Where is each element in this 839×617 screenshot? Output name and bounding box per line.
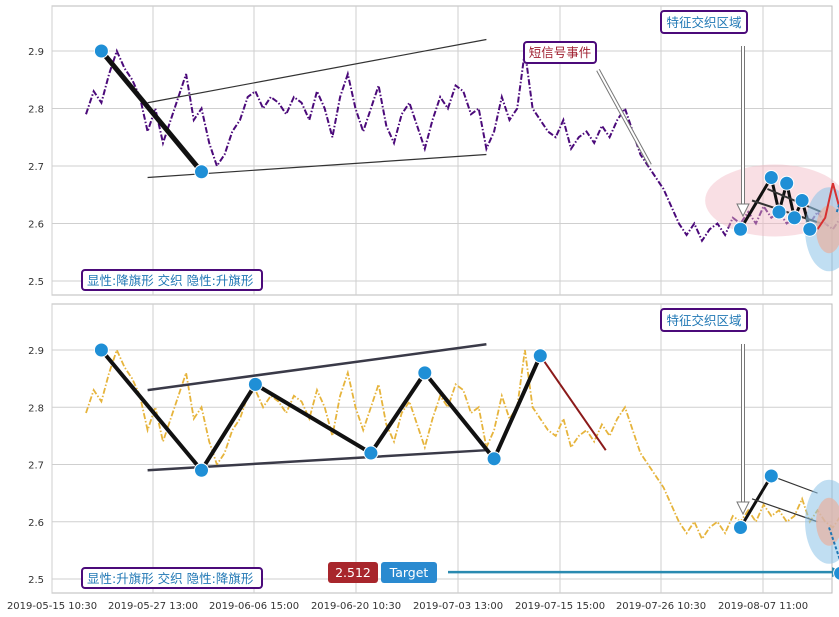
pivot-marker [363,445,379,461]
pivot-marker [417,365,433,381]
pivot-marker [802,221,818,237]
event-annotation-box [523,41,597,64]
pattern-badge-text: 显性:升旗形 交织 隐性:降旗形 [87,571,254,586]
x-tick-label: 2019-07-03 13:00 [413,601,503,612]
interweave-core [816,497,839,546]
region-annotation: 特征交织区域 [666,313,741,328]
zigzag-line [739,475,773,529]
pivot-marker [194,164,209,180]
pattern-badge [81,269,263,291]
x-tick-label: 2019-07-15 15:00 [515,601,605,612]
target-label-badge [381,562,437,583]
y-tick-label: 2.5 [28,575,44,586]
pivot-marker [794,193,810,208]
channel-upper-line [147,343,487,392]
region-annotation-box [660,10,748,34]
pivot-marker [833,565,839,581]
breakout-line [539,355,607,451]
x-tick-label: 2019-06-20 10:30 [311,601,401,612]
y-tick-label: 2.9 [28,47,44,58]
pattern-badge-text: 显性:降旗形 交织 隐性:升旗形 [87,273,254,288]
x-tick-label: 2019-07-26 10:30 [616,601,706,612]
x-tick-label: 2019-06-06 15:00 [209,601,299,612]
target-value: 2.512 [335,565,371,580]
x-tick-label: 2019-05-27 13:00 [108,601,198,612]
pivot-marker [532,348,548,364]
panel-bottom: 2.5 2.6 2.7 2.8 2.9 2.512 Target 2019-05-15 10:… [7,303,839,612]
pivot-marker [486,451,502,467]
pivot-marker [763,170,779,185]
y-tick-label: 2.5 [28,277,44,288]
interweave-core [816,205,839,254]
event-arrow-inner [597,69,651,166]
x-tick-label: 2019-08-07 11:00 [718,601,808,612]
channel-upper-line [147,38,487,104]
x-tick-label: 2019-05-15 10:30 [7,601,97,612]
pivot-marker [93,43,109,59]
annotation-arrow-head [736,203,750,218]
region-annotation: 特征交织区域 [666,15,741,30]
region-annotation-box [660,308,748,332]
flag-line [771,475,818,494]
y-tick-label: 2.7 [28,162,44,173]
pivot-marker [93,342,109,358]
pivot-marker [763,468,779,484]
target-label: Target [389,565,429,580]
pattern-badge [81,567,263,589]
projection-line [816,182,839,230]
y-tick-label: 2.6 [28,518,44,529]
y-tick-label: 2.9 [28,346,44,357]
price-line [85,48,839,243]
pivot-marker [733,519,748,535]
y-tick-label: 2.8 [28,403,44,414]
zigzag-line [99,49,204,174]
y-tick-label: 2.8 [28,105,44,116]
pivot-marker [779,175,795,191]
pivot-marker [733,221,748,237]
annotation-arrow-head [736,501,750,516]
panel-top: 2.5 2.6 2.7 2.8 2.9 显性:降旗形 交织 隐性:升旗形 特征交织区域短信号… [28,5,839,296]
pivot-marker [247,376,263,392]
y-tick-label: 2.7 [28,461,44,472]
pivot-marker [771,204,787,220]
pivot-marker [786,210,802,226]
y-tick-label: 2.6 [28,220,44,231]
pivot-marker [194,462,209,478]
plot-area [51,303,833,594]
plot-area [51,5,833,296]
target-value-badge [328,562,378,583]
event-annotation: 短信号事件 [529,45,592,60]
